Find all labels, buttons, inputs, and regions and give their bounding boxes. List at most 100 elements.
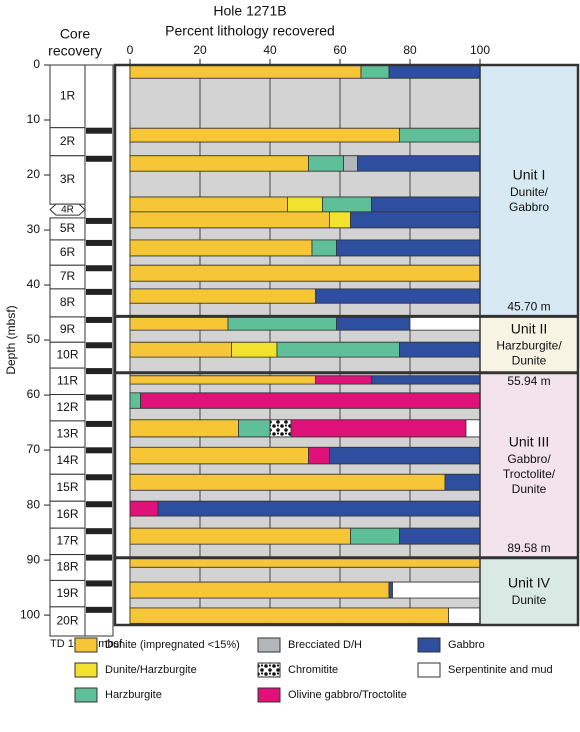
core-label: 9R — [60, 322, 76, 336]
core-box — [49, 155, 86, 205]
recovery-gap — [86, 501, 112, 508]
core-label: 2R — [60, 134, 76, 148]
core-label: 4R — [61, 204, 74, 215]
bar-segment — [350, 211, 481, 229]
bar-segment — [388, 64, 481, 79]
bar-segment — [227, 316, 337, 331]
core-label: 16R — [56, 507, 78, 521]
y-tick-label: 20 — [27, 167, 41, 181]
unit-lithology: Dunite — [512, 593, 547, 607]
y-tick-label: 0 — [33, 57, 40, 71]
unit-box — [480, 557, 578, 625]
bar-segment — [343, 155, 358, 172]
bar-segment — [269, 419, 292, 438]
y-tick-label: 40 — [27, 277, 41, 291]
core-box — [49, 420, 86, 448]
bar-segment — [399, 341, 481, 358]
unit-lithology: Gabbro — [509, 200, 549, 214]
bar-segment — [360, 64, 390, 79]
unit-name: Unit III — [509, 433, 549, 449]
bar-segment — [392, 581, 481, 599]
bar-segment — [140, 392, 481, 409]
bar-segment — [129, 211, 330, 229]
core-box — [49, 239, 86, 266]
legend-swatch — [257, 637, 281, 653]
bar-segment — [231, 341, 278, 358]
y-tick-label: 90 — [27, 552, 41, 566]
bar-segment — [129, 419, 239, 438]
bar-segment — [308, 446, 330, 465]
legend-swatch — [74, 687, 98, 703]
core-box — [49, 316, 86, 343]
core-label: 7R — [60, 269, 76, 283]
unit-box — [480, 316, 578, 373]
y-axis-title: Depth (mbsf) — [4, 305, 18, 374]
unit-name: Unit I — [513, 166, 546, 182]
recovery-gap — [86, 217, 112, 224]
x-tick-label: 40 — [263, 43, 277, 57]
legend-label: Olivine gabbro/Troctolite — [288, 689, 407, 701]
bar-segment — [129, 341, 232, 358]
recovery-column — [84, 64, 114, 637]
core-label: 18R — [56, 560, 78, 574]
core-label: 17R — [56, 534, 78, 548]
legend-swatch — [74, 637, 98, 653]
core-box — [49, 367, 86, 396]
recovery-gap — [86, 474, 112, 481]
bar-segment — [336, 239, 481, 257]
core-box — [49, 446, 86, 475]
bar-segment — [287, 196, 323, 213]
bar-segment — [129, 155, 309, 172]
bar-segment — [388, 581, 393, 599]
bar-segment — [129, 392, 141, 409]
legend-label: Brecciated D/H — [288, 639, 362, 651]
boundary-label: 45.70 m — [507, 300, 550, 314]
bar-segment — [357, 155, 481, 172]
recovery-gap — [86, 127, 112, 134]
recovery-gap — [86, 239, 112, 246]
bar-segment — [129, 473, 446, 491]
bar-segment — [308, 155, 344, 172]
unit-lithology: Dunite — [512, 354, 547, 368]
bar-segment — [157, 500, 481, 517]
core-label: 3R — [60, 172, 76, 186]
bar-segment — [129, 196, 288, 213]
recovery-gap — [86, 288, 112, 295]
x-tick-label: 100 — [470, 43, 490, 57]
y-tick-label: 100 — [20, 607, 40, 621]
x-tick-label: 60 — [333, 43, 347, 57]
recovery-gap — [86, 447, 112, 454]
recovery-gap — [86, 316, 112, 323]
bar-segment — [276, 341, 400, 358]
legend-swatch — [417, 662, 441, 678]
legend-label: Gabbro — [448, 639, 485, 651]
x-tick-label: 20 — [193, 43, 207, 57]
recovery-gap — [86, 342, 112, 349]
bar-segment — [399, 127, 481, 143]
core-label: 20R — [56, 614, 78, 628]
bar-segment — [129, 316, 229, 331]
bar-segment — [238, 419, 271, 438]
core-box — [49, 554, 86, 581]
recovery-gap — [86, 420, 112, 427]
core-label: 6R — [60, 245, 76, 259]
core-box — [49, 606, 86, 637]
core-box — [49, 203, 86, 216]
bar-segment — [129, 288, 316, 304]
unit-lithology: Harzburgite/ — [496, 339, 562, 353]
bar-segment — [129, 500, 159, 517]
bar-segment — [129, 581, 390, 599]
bar-segment — [315, 288, 481, 304]
y-tick-label: 80 — [27, 497, 41, 511]
core-label: 11R — [57, 373, 78, 387]
core-label: 15R — [56, 480, 78, 494]
recovery-gap — [86, 394, 112, 401]
core-label: 10R — [56, 347, 78, 361]
y-tick-label: 50 — [27, 332, 41, 346]
core-label: 19R — [56, 586, 78, 600]
bar-segment — [315, 375, 372, 385]
y-tick-label: 60 — [27, 387, 41, 401]
core-label: 14R — [56, 453, 78, 467]
unit-lithology: Dunite — [512, 482, 547, 496]
y-tick-label: 30 — [27, 222, 41, 236]
